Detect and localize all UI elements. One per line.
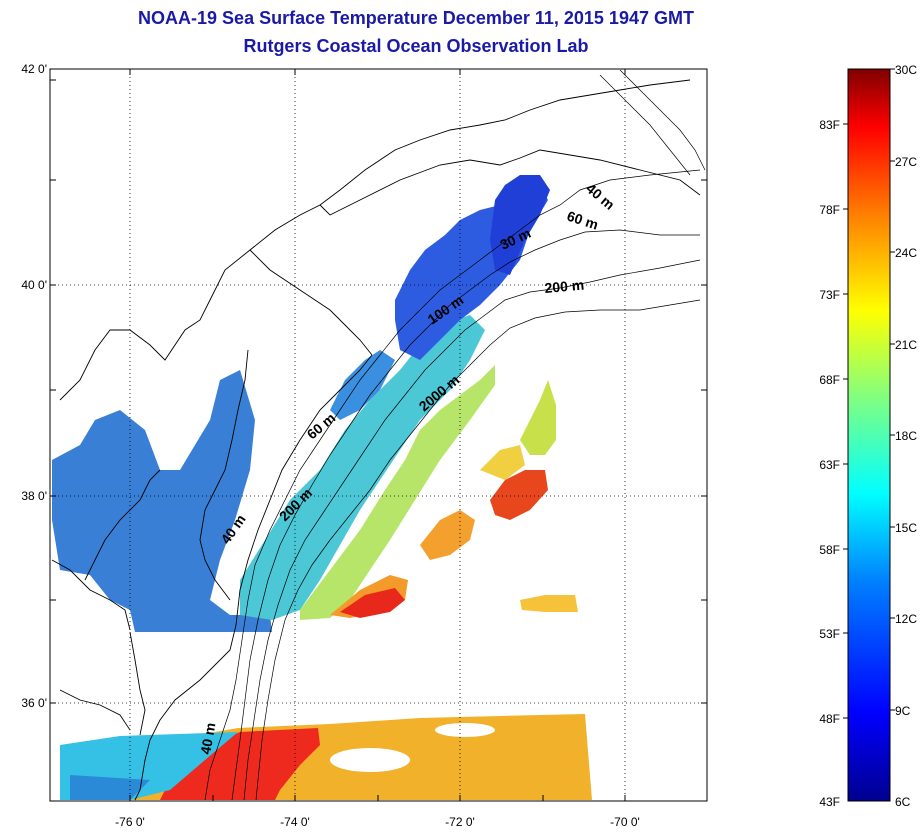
sst-patch-chesapeake [52,370,272,632]
colorbar-fahrenheit-label: 58F [819,543,840,557]
sst-patch-shelf-mid [240,315,485,620]
sst-data-layer [52,175,592,800]
isobath-label: 40 m [583,180,618,213]
cloud-gap [435,723,495,737]
colorbar: 30C 27C 24C 21C 18C 15C 12C 9C 6C 83F 78… [819,63,917,809]
isobaths [204,69,706,801]
latitude-labels: 42 0' 40 0' 38 0' 36 0' [21,62,47,710]
isobath-label: 60 m [304,410,339,443]
lat-label: 42 0' [21,62,47,76]
gridlines [50,69,707,801]
sst-patch-offshore-small [520,595,578,612]
longitude-labels: -76 0' -74 0' -72 0' -70 0' [115,815,640,829]
colorbar-celsius-label: 9C [895,704,911,718]
isobath-label: 200 m [544,277,585,296]
isobath-label: 60 m [565,208,600,233]
sst-patch-ny-bight [490,175,550,275]
colorbar-fahrenheit-label: 78F [819,203,840,217]
sst-patch-warm-eddy [340,588,405,618]
lon-label: -74 0' [280,815,310,829]
coastline [51,79,701,801]
map-title: NOAA-19 Sea Surface Temperature December… [138,8,694,28]
sst-patch-offshore-yellow [520,380,556,455]
lat-label: 40 0' [21,278,47,292]
colorbar-fahrenheit-label: 73F [819,288,840,302]
colorbar-fahrenheit-label: 48F [819,712,840,726]
sst-patch-gulfstream-south [160,728,320,800]
sst-patch-slope-mid [300,365,495,620]
colorbar-celsius-label: 6C [895,795,911,809]
axis-ticks [50,69,707,801]
colorbar-celsius-label: 30C [895,63,917,77]
lon-label: -76 0' [115,815,145,829]
colorbar-celsius-label: 12C [895,612,917,626]
sst-patch-offshore-red [490,470,548,520]
colorbar-fahrenheit-label: 53F [819,627,840,641]
lon-label: -72 0' [445,815,475,829]
isobath-label: 40 m [197,721,218,755]
cloud-gap [330,748,410,772]
sst-patch-offshore-yellow-2 [480,445,525,480]
map-subtitle: Rutgers Coastal Ocean Observation Lab [243,36,589,56]
lon-label: -70 0' [610,815,640,829]
colorbar-fahrenheit-label: 68F [819,373,840,387]
colorbar-fahrenheit-label: 63F [819,458,840,472]
sst-patch-nj-nearshore [330,350,395,420]
colorbar-celsius-label: 27C [895,155,917,169]
sst-patch-offshore-orange [420,510,475,560]
lat-label: 36 0' [21,696,47,710]
colorbar-fahrenheit-label: 43F [819,795,840,809]
colorbar-celsius-label: 21C [895,338,917,352]
colorbar-celsius-label: 15C [895,521,917,535]
colorbar-gradient [847,68,891,802]
colorbar-celsius-label: 18C [895,429,917,443]
colorbar-celsius-label: 24C [895,246,917,260]
lat-label: 38 0' [21,489,47,503]
colorbar-fahrenheit-label: 83F [819,118,840,132]
